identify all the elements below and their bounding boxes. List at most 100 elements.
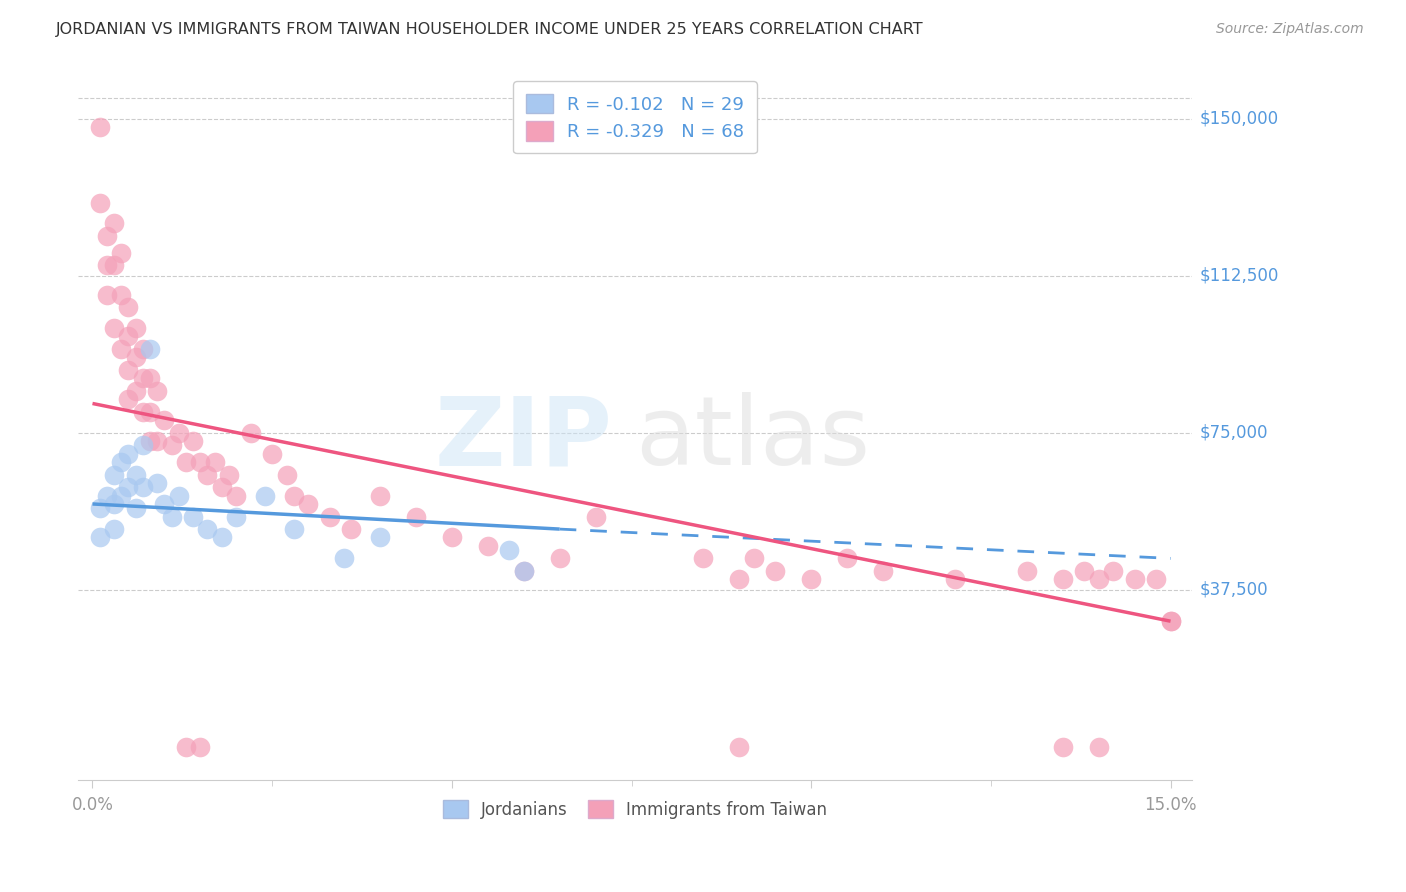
Point bbox=[405, 509, 427, 524]
Text: JORDANIAN VS IMMIGRANTS FROM TAIWAN HOUSEHOLDER INCOME UNDER 25 YEARS CORRELATIO: JORDANIAN VS IMMIGRANTS FROM TAIWAN HOUS… bbox=[56, 22, 924, 37]
Point bbox=[117, 363, 139, 377]
Point bbox=[297, 497, 319, 511]
Point bbox=[110, 245, 132, 260]
Point bbox=[253, 489, 276, 503]
Point bbox=[368, 531, 391, 545]
Legend: Jordanians, Immigrants from Taiwan: Jordanians, Immigrants from Taiwan bbox=[436, 793, 834, 825]
Point bbox=[146, 384, 169, 398]
Point bbox=[1160, 614, 1182, 628]
Point bbox=[132, 480, 155, 494]
Point bbox=[1052, 739, 1074, 754]
Point bbox=[204, 455, 226, 469]
Point bbox=[218, 467, 240, 482]
Point bbox=[103, 522, 125, 536]
Point bbox=[96, 489, 118, 503]
Point bbox=[139, 371, 162, 385]
Point bbox=[585, 509, 607, 524]
Point bbox=[333, 551, 356, 566]
Point bbox=[110, 489, 132, 503]
Point bbox=[548, 551, 571, 566]
Point bbox=[146, 476, 169, 491]
Point bbox=[800, 572, 823, 586]
Point bbox=[283, 522, 305, 536]
Point bbox=[1123, 572, 1146, 586]
Point bbox=[872, 564, 894, 578]
Text: $75,000: $75,000 bbox=[1199, 424, 1268, 442]
Point bbox=[1160, 614, 1182, 628]
Point bbox=[160, 438, 183, 452]
Point bbox=[1073, 564, 1095, 578]
Point bbox=[837, 551, 859, 566]
Point bbox=[124, 351, 146, 365]
Text: $150,000: $150,000 bbox=[1199, 110, 1278, 128]
Point bbox=[728, 572, 751, 586]
Point bbox=[89, 501, 111, 516]
Point bbox=[117, 480, 139, 494]
Point bbox=[440, 531, 463, 545]
Point bbox=[239, 425, 262, 440]
Text: ZIP: ZIP bbox=[434, 392, 613, 485]
Point bbox=[1102, 564, 1125, 578]
Point bbox=[103, 497, 125, 511]
Point bbox=[225, 509, 247, 524]
Point bbox=[96, 287, 118, 301]
Point bbox=[1087, 572, 1109, 586]
Point bbox=[174, 739, 197, 754]
Point bbox=[124, 467, 146, 482]
Text: Source: ZipAtlas.com: Source: ZipAtlas.com bbox=[1216, 22, 1364, 37]
Point bbox=[103, 216, 125, 230]
Point bbox=[110, 287, 132, 301]
Point bbox=[124, 501, 146, 516]
Point bbox=[763, 564, 786, 578]
Point bbox=[103, 321, 125, 335]
Point bbox=[89, 195, 111, 210]
Text: $112,500: $112,500 bbox=[1199, 267, 1278, 285]
Text: atlas: atlas bbox=[636, 392, 870, 485]
Point bbox=[117, 300, 139, 314]
Point bbox=[117, 447, 139, 461]
Point bbox=[117, 329, 139, 343]
Point bbox=[1015, 564, 1038, 578]
Point bbox=[477, 539, 499, 553]
Point bbox=[103, 467, 125, 482]
Point bbox=[1144, 572, 1167, 586]
Point bbox=[96, 258, 118, 272]
Point bbox=[512, 564, 534, 578]
Point bbox=[498, 543, 520, 558]
Point bbox=[225, 489, 247, 503]
Point bbox=[181, 434, 204, 449]
Point bbox=[146, 434, 169, 449]
Point bbox=[188, 739, 211, 754]
Point bbox=[103, 258, 125, 272]
Point bbox=[283, 489, 305, 503]
Point bbox=[139, 434, 162, 449]
Point bbox=[188, 455, 211, 469]
Point bbox=[160, 509, 183, 524]
Point bbox=[132, 342, 155, 356]
Point bbox=[139, 405, 162, 419]
Point bbox=[943, 572, 966, 586]
Text: $37,500: $37,500 bbox=[1199, 581, 1268, 599]
Point bbox=[742, 551, 765, 566]
Point bbox=[181, 509, 204, 524]
Point bbox=[110, 455, 132, 469]
Point bbox=[96, 229, 118, 244]
Point bbox=[211, 531, 233, 545]
Point bbox=[211, 480, 233, 494]
Point bbox=[197, 467, 219, 482]
Point bbox=[167, 489, 190, 503]
Point bbox=[197, 522, 219, 536]
Point bbox=[368, 489, 391, 503]
Point bbox=[318, 509, 340, 524]
Point bbox=[124, 321, 146, 335]
Point bbox=[124, 384, 146, 398]
Point bbox=[110, 342, 132, 356]
Point bbox=[340, 522, 363, 536]
Point bbox=[153, 497, 176, 511]
Point bbox=[728, 739, 751, 754]
Point bbox=[132, 438, 155, 452]
Point bbox=[89, 120, 111, 135]
Point bbox=[276, 467, 298, 482]
Point bbox=[117, 392, 139, 407]
Point bbox=[1052, 572, 1074, 586]
